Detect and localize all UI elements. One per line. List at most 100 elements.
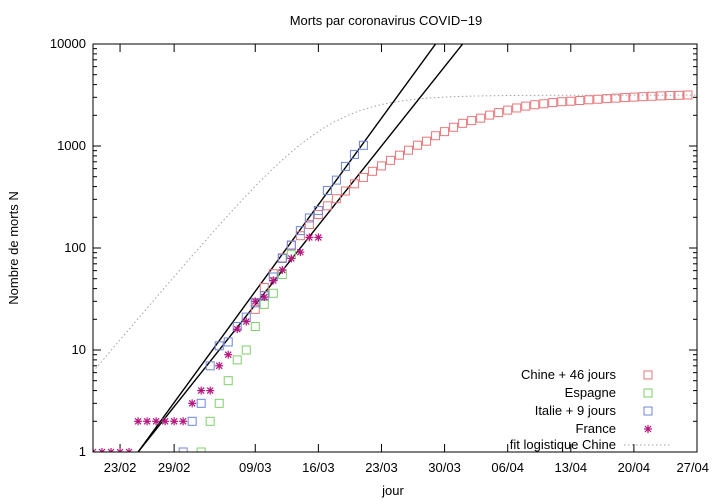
data-point <box>503 105 513 115</box>
data-point <box>98 448 107 452</box>
data-point <box>431 131 441 141</box>
data-point <box>179 417 188 426</box>
data-point <box>223 337 233 347</box>
data-point <box>467 116 477 126</box>
data-point <box>107 448 116 452</box>
x-tick-label: 23/03 <box>365 460 398 475</box>
legend-label: Espagne <box>565 385 616 400</box>
data-point <box>242 317 251 326</box>
fit-lines <box>93 44 697 452</box>
data-point <box>241 345 251 355</box>
data-point <box>575 96 585 106</box>
exponential-fit-line <box>137 44 464 452</box>
data-point <box>593 94 603 104</box>
data-point <box>214 341 224 351</box>
data-point <box>629 92 639 102</box>
legend-marker <box>643 406 653 416</box>
y-tick-label: 1000 <box>57 138 86 153</box>
data-point <box>269 276 278 285</box>
data-point <box>602 94 612 104</box>
data-point <box>638 92 648 102</box>
data-point <box>331 175 341 185</box>
data-point <box>449 122 459 132</box>
data-point <box>611 93 621 103</box>
logistic-fit-curve <box>93 94 697 373</box>
legend-label: Italie + 9 jours <box>535 403 617 418</box>
data-point <box>170 417 179 426</box>
data-point <box>656 91 666 101</box>
data-point <box>214 398 224 408</box>
data-point <box>143 417 152 426</box>
data-point <box>206 386 215 395</box>
data-point <box>250 321 260 331</box>
data-point <box>440 127 450 137</box>
data-point <box>422 136 432 146</box>
y-tick-label: 10000 <box>50 36 86 51</box>
data-point <box>683 90 693 100</box>
y-axis-label-group: Nombre de morts N <box>6 191 21 304</box>
x-tick-label: 06/04 <box>491 460 524 475</box>
data-point <box>512 103 522 113</box>
data-point <box>476 113 486 123</box>
data-point <box>349 149 359 159</box>
data-point <box>539 99 549 109</box>
data-point <box>205 416 215 426</box>
data-point <box>250 304 260 314</box>
data-point <box>367 166 377 176</box>
data-point <box>530 100 540 110</box>
data-point <box>620 93 630 103</box>
data-point <box>125 448 134 452</box>
data-point <box>331 194 341 204</box>
data-point <box>322 186 332 196</box>
data-point <box>260 293 269 302</box>
legend-label: Chine + 46 jours <box>521 367 617 382</box>
y-axis-label: Nombre de morts N <box>6 191 21 304</box>
data-point <box>188 399 197 408</box>
plot-area <box>93 44 697 452</box>
data-point <box>196 398 206 408</box>
data-point <box>485 110 495 120</box>
data-point <box>196 447 206 452</box>
x-tick-label: 30/03 <box>428 460 461 475</box>
series-chine-46-jours <box>250 90 693 314</box>
data-point <box>232 355 242 365</box>
data-point <box>385 155 395 165</box>
data-point <box>178 447 188 452</box>
data-point <box>314 233 323 242</box>
data-point <box>197 386 206 395</box>
legend-marker <box>643 370 653 380</box>
x-tick-label: 09/03 <box>239 460 272 475</box>
legend-label: France <box>576 421 616 436</box>
x-tick-label: 20/04 <box>618 460 651 475</box>
data-point <box>286 240 296 250</box>
data-point <box>205 361 215 371</box>
data-point <box>665 91 675 101</box>
data-point <box>93 448 97 452</box>
data-point <box>278 265 287 274</box>
data-point <box>251 297 260 306</box>
data-point <box>413 140 423 150</box>
data-point <box>305 233 314 242</box>
data-point <box>340 186 350 196</box>
series-italie-9-jours <box>178 140 368 452</box>
data-point <box>277 253 287 263</box>
axis-tick-labels: 1 10 100 1000 10000 23/02 29/02 09/03 16/03 23/03… <box>50 36 709 475</box>
data-point <box>566 96 576 106</box>
x-tick-label: 16/03 <box>302 460 335 475</box>
x-tick-label: 23/02 <box>104 460 137 475</box>
data-point <box>161 417 170 426</box>
data-point <box>322 201 332 211</box>
data-point <box>187 416 197 426</box>
exponential-fit-line <box>137 44 437 452</box>
legend-label: fit logistique Chine <box>510 437 616 452</box>
data-point <box>395 150 405 160</box>
data-point <box>358 140 368 150</box>
y-tick-label: 10 <box>72 342 86 357</box>
data-point <box>358 172 368 182</box>
data-point <box>224 350 233 359</box>
data-points <box>93 90 693 452</box>
data-point <box>233 325 242 334</box>
legend: Chine + 46 jours Espagne Italie + 9 jours F… <box>510 367 672 452</box>
plot-frame <box>92 43 698 453</box>
